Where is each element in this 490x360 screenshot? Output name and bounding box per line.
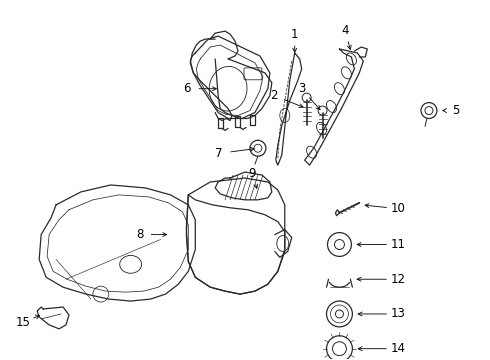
Text: 3: 3 [298, 82, 305, 95]
Text: 7: 7 [216, 147, 223, 160]
Text: 10: 10 [391, 202, 406, 215]
Text: 1: 1 [291, 28, 298, 41]
Text: 8: 8 [136, 228, 143, 241]
Text: 13: 13 [391, 307, 406, 320]
Text: 5: 5 [452, 104, 460, 117]
Text: 9: 9 [248, 167, 256, 180]
Text: 14: 14 [391, 342, 406, 355]
Text: 6: 6 [184, 82, 191, 95]
Text: 2: 2 [270, 89, 277, 102]
Text: 11: 11 [391, 238, 406, 251]
Text: 12: 12 [391, 273, 406, 286]
Text: 4: 4 [341, 24, 349, 37]
Text: 15: 15 [16, 316, 30, 329]
